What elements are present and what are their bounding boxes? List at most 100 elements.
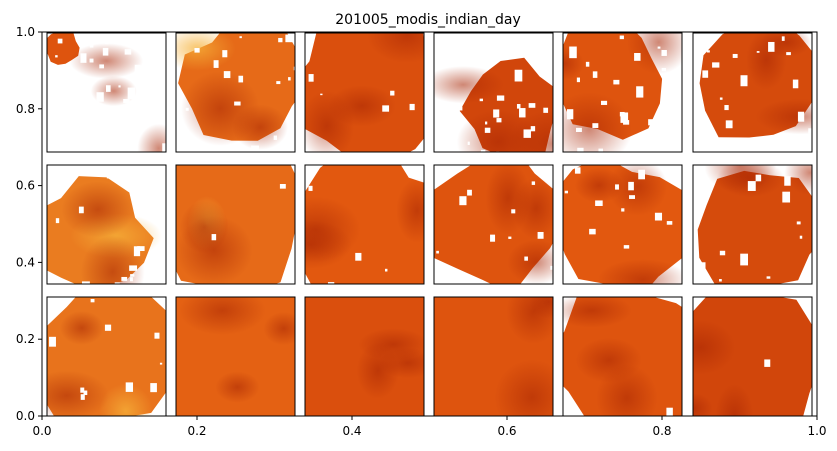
- missing-speckle: [479, 57, 486, 63]
- panel-frame: [562, 32, 683, 153]
- missing-speckle: [105, 40, 109, 45]
- texture-blob: [704, 165, 777, 193]
- map-panel: [175, 296, 296, 417]
- missing-speckle: [99, 64, 104, 69]
- missing-speckle: [740, 253, 749, 266]
- texture-blob: [47, 370, 110, 416]
- missing-speckle: [234, 101, 241, 106]
- texture-blob: [358, 328, 424, 361]
- x-tick-label: 0.8: [652, 424, 671, 438]
- missing-speckle: [286, 133, 290, 139]
- missing-speckle: [134, 64, 141, 75]
- texture-blob: [176, 33, 236, 71]
- missing-speckle: [82, 127, 86, 130]
- missing-speckle: [657, 128, 663, 132]
- missing-speckle: [69, 82, 78, 92]
- missing-speckle: [695, 179, 700, 184]
- missing-speckle: [276, 81, 281, 85]
- missing-speckle: [136, 86, 140, 90]
- missing-speckle: [47, 175, 54, 185]
- missing-speckle: [786, 52, 791, 56]
- missing-speckle: [628, 181, 634, 191]
- x-tick-label: 0.2: [187, 424, 206, 438]
- missing-speckle: [595, 200, 603, 206]
- missing-speckle: [576, 77, 580, 83]
- missing-speckle: [74, 98, 80, 103]
- texture-blob: [61, 181, 135, 238]
- map-panel: [46, 32, 167, 153]
- missing-speckle: [589, 228, 596, 235]
- missing-speckle: [130, 277, 133, 282]
- missing-speckle: [102, 47, 109, 56]
- texture-blob: [179, 297, 266, 336]
- missing-speckle: [619, 35, 624, 40]
- missing-speckle: [598, 148, 604, 152]
- texture-blob: [608, 165, 668, 216]
- axes: 0.0 0.2 0.4 0.6 0.8 1.0 0.0 0.2 0.4 0.6 0.8 1.0: [16, 25, 827, 438]
- missing-speckle: [123, 146, 131, 152]
- map-panel: [304, 296, 425, 417]
- missing-speckle: [490, 234, 496, 242]
- missing-speckle: [484, 127, 491, 133]
- texture-blob: [176, 215, 253, 284]
- missing-speckle: [89, 58, 94, 63]
- missing-speckle: [80, 394, 85, 400]
- missing-speckle: [719, 97, 723, 100]
- missing-speckle: [493, 109, 500, 118]
- texture-blob: [305, 196, 361, 263]
- y-tick-label: 0.6: [16, 179, 35, 193]
- missing-speckle: [706, 50, 710, 53]
- missing-speckle: [106, 174, 113, 179]
- missing-speckle: [766, 276, 771, 279]
- missing-speckle: [78, 35, 86, 42]
- missing-speckle: [81, 281, 90, 284]
- missing-speckle: [75, 104, 80, 110]
- map-panel: [175, 164, 296, 285]
- missing-speckle: [657, 46, 661, 49]
- missing-speckle: [792, 79, 799, 89]
- missing-speckle: [155, 250, 162, 256]
- texture-blob: [215, 371, 260, 403]
- missing-speckle: [62, 65, 70, 74]
- missing-speckle: [699, 262, 706, 273]
- missing-speckle: [59, 89, 65, 95]
- map-panel: [692, 32, 813, 153]
- missing-speckle: [537, 231, 544, 239]
- missing-speckle: [755, 174, 762, 182]
- missing-speckle: [470, 53, 478, 65]
- missing-speckle: [138, 74, 142, 78]
- panel-frame: [304, 164, 425, 285]
- texture-blob: [98, 383, 153, 416]
- missing-speckle: [666, 221, 673, 225]
- missing-speckle: [661, 50, 667, 56]
- missing-speckle: [154, 332, 160, 339]
- missing-speckle: [434, 266, 439, 270]
- panel-frame: [692, 164, 813, 285]
- missing-speckle: [756, 51, 760, 53]
- texture-blob: [263, 311, 295, 346]
- missing-speckle: [55, 55, 58, 58]
- missing-speckle: [273, 135, 278, 140]
- texture-blob: [563, 46, 584, 81]
- missing-speckle: [223, 71, 231, 79]
- y-tick-label: 0.8: [16, 102, 35, 116]
- missing-speckle: [577, 147, 584, 152]
- missing-speckle: [530, 126, 536, 132]
- missing-speckle: [496, 95, 505, 101]
- missing-speckle: [239, 36, 242, 39]
- missing-speckle: [390, 90, 395, 96]
- map-panel: [433, 296, 554, 417]
- panel-frame: [46, 164, 167, 285]
- missing-speckle: [719, 279, 722, 282]
- x-tick-label: 0.6: [497, 424, 516, 438]
- missing-speckle: [724, 105, 729, 111]
- missing-speckle: [764, 359, 771, 367]
- missing-speckle: [784, 176, 791, 186]
- missing-speckle: [288, 77, 291, 81]
- missing-speckle: [320, 93, 323, 96]
- texture-blob: [597, 259, 682, 284]
- missing-speckle: [621, 208, 625, 212]
- missing-speckle: [293, 66, 295, 71]
- missing-speckle: [124, 49, 132, 55]
